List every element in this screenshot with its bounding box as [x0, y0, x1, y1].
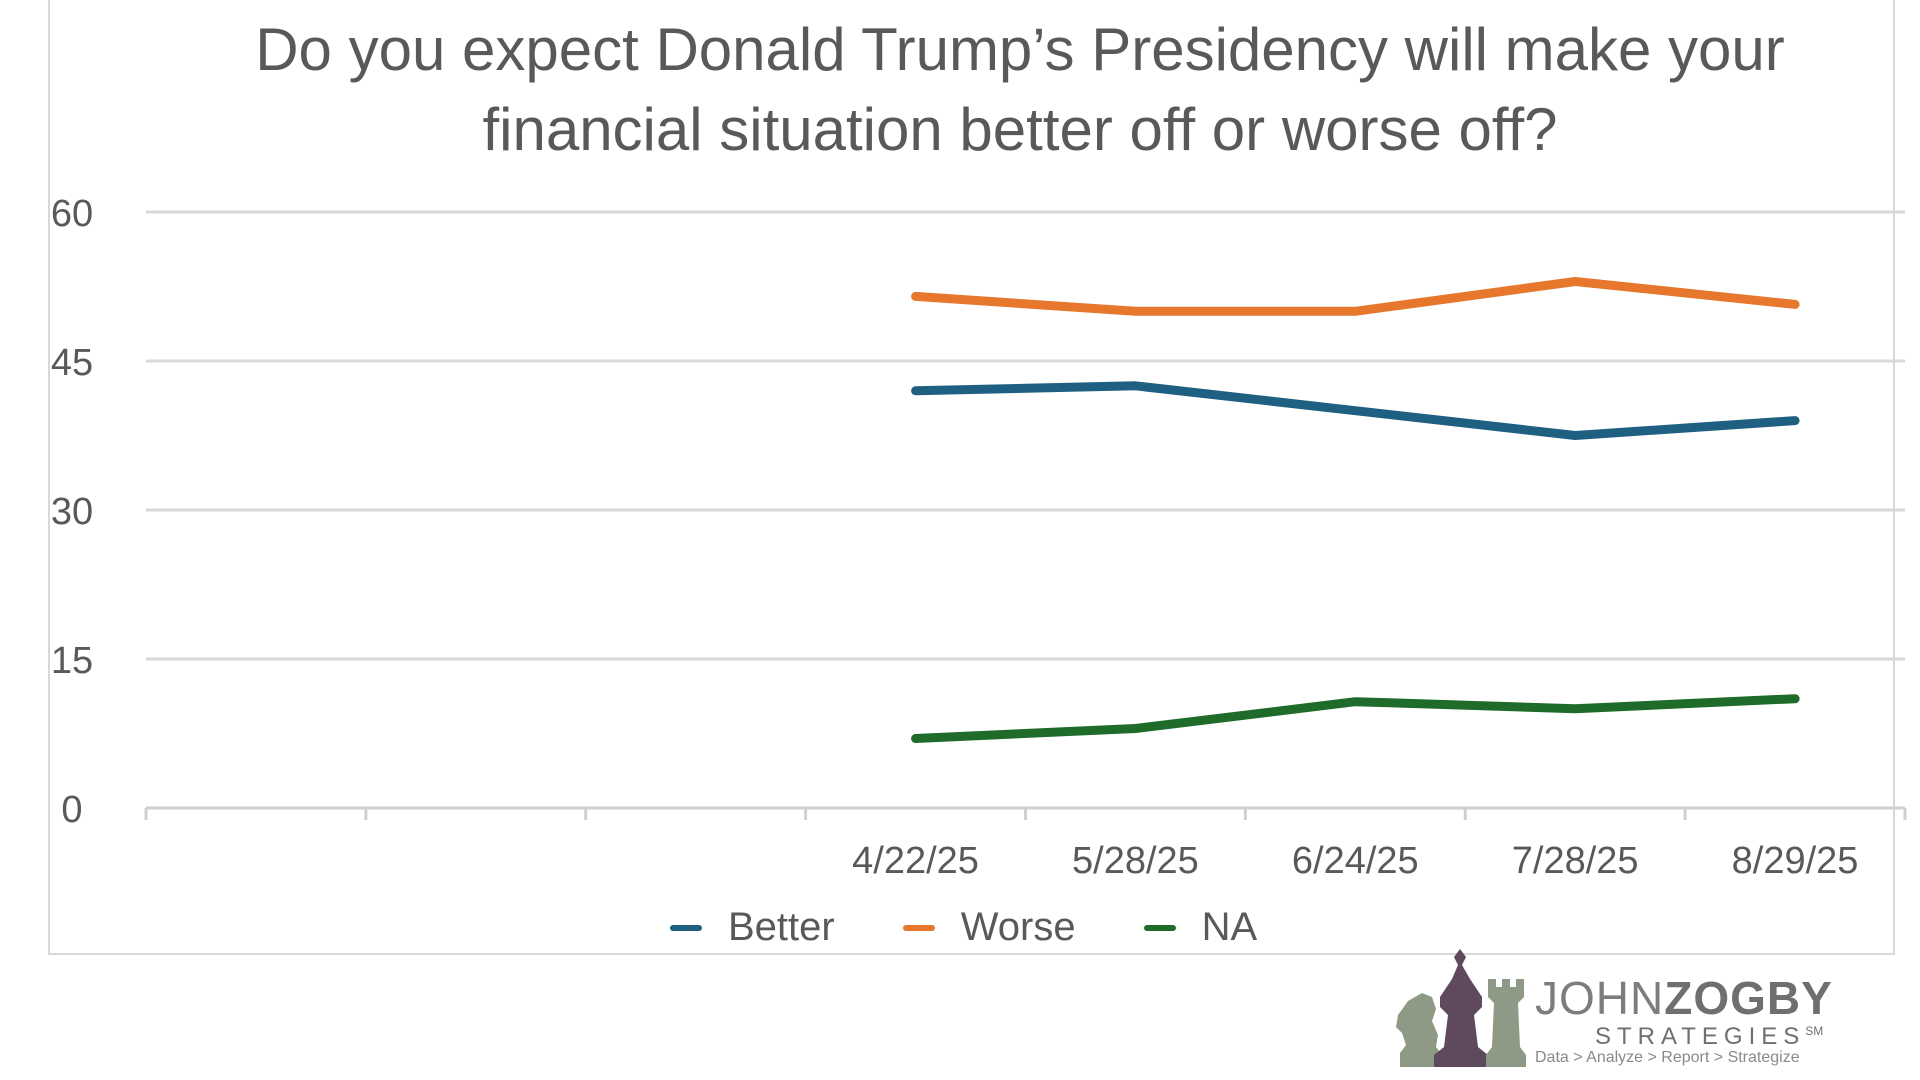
bishop-piece-icon: [1434, 949, 1488, 1067]
logo-name: JOHNZOGBY: [1535, 971, 1833, 1025]
x-tick-label-4: 5/28/25: [1072, 840, 1199, 882]
legend-label-na: NA: [1201, 905, 1258, 949]
legend-item-better: Better: [670, 905, 835, 950]
series-line-na: [911, 694, 1800, 743]
x-axis: [144, 806, 1907, 820]
legend-swatch-better: [670, 924, 702, 931]
y-tick-label-45: 45: [51, 342, 93, 384]
series-lines: [911, 277, 1800, 743]
logo-subtitle-text: STRATEGIES: [1595, 1023, 1806, 1050]
rook-piece-icon: [1486, 979, 1526, 1067]
legend: Better Worse NA: [670, 905, 1325, 950]
y-tick-label-60: 60: [51, 193, 93, 235]
legend-label-worse: Worse: [960, 905, 1076, 949]
company-logo: JOHNZOGBY STRATEGIESSM Data > Analyze > …: [1388, 935, 1888, 1070]
logo-tagline: Data > Analyze > Report > Strategize: [1535, 1049, 1800, 1066]
chart-frame: [48, 0, 1895, 955]
line-chart: 0 15 30 45 60 4/22/25 5/28/25 6/24/25 7/28/25 8/2…: [51, 193, 1907, 882]
y-tick-label-30: 30: [51, 491, 93, 533]
legend-item-worse: Worse: [902, 905, 1076, 950]
y-tick-label-0: 0: [61, 789, 82, 831]
x-tick-label-7: 8/29/25: [1732, 840, 1859, 882]
chess-pieces-icon: [1396, 949, 1526, 1067]
series-line-worse: [911, 277, 1800, 316]
logo-service-mark: SM: [1805, 1024, 1824, 1038]
x-tick-label-6: 7/28/25: [1512, 840, 1639, 882]
gridlines: [146, 210, 1905, 661]
legend-label-better: Better: [728, 905, 835, 949]
logo-subtitle: STRATEGIESSM: [1595, 1023, 1823, 1051]
logo-name-last: ZOGBY: [1664, 972, 1833, 1024]
chart-title: Do you expect Donald Trump’s Presidency …: [255, 16, 1785, 163]
logo-name-first: JOHN: [1535, 972, 1665, 1024]
y-tick-label-15: 15: [51, 640, 93, 682]
knight-piece-icon: [1396, 993, 1442, 1067]
legend-swatch-worse: [902, 924, 935, 931]
x-tick-label-5: 6/24/25: [1292, 840, 1419, 882]
legend-swatch-na: [1143, 924, 1176, 931]
tick-labels: 0 15 30 45 60 4/22/25 5/28/25 6/24/25 7/28/25 8/2…: [51, 193, 1859, 882]
legend-item-na: NA: [1143, 905, 1258, 950]
x-tick-label-3: 4/22/25: [852, 840, 979, 882]
